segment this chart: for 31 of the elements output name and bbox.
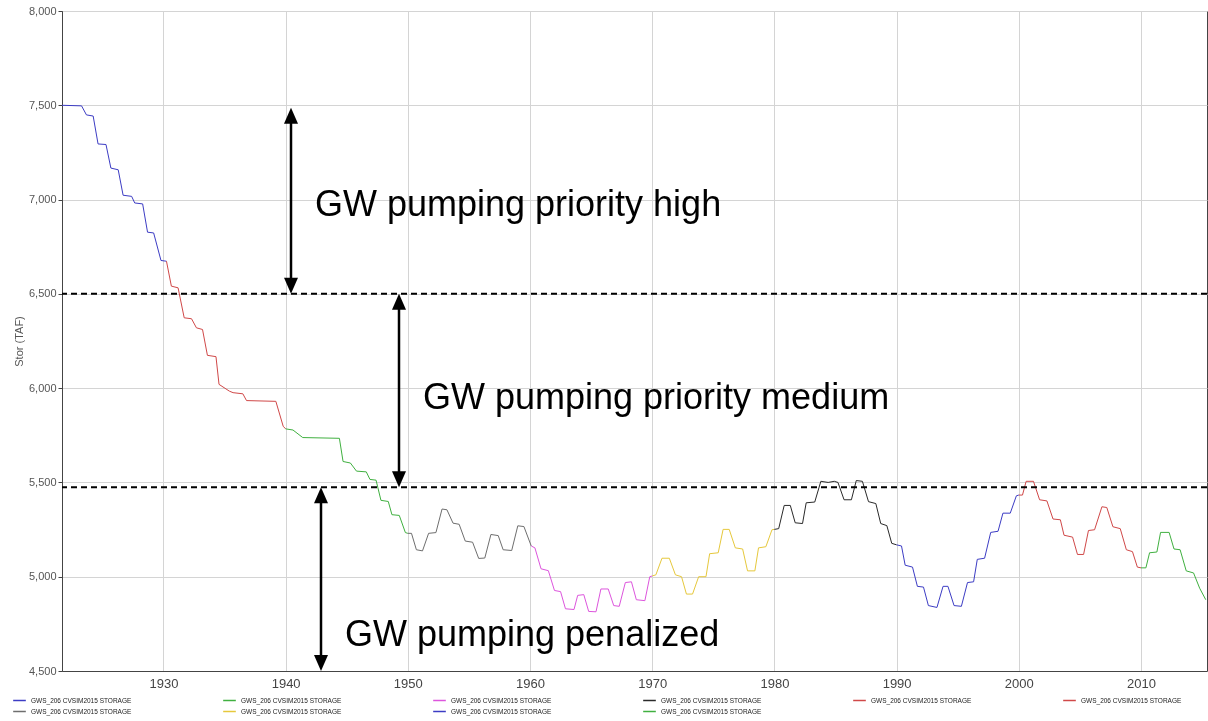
line-series	[530, 545, 653, 613]
annotation: GW pumping penalized	[345, 613, 720, 654]
x-tick-label: 1960	[516, 675, 545, 691]
x-tick-label: 2000	[1004, 675, 1034, 691]
line-series	[651, 528, 775, 595]
line-series	[285, 428, 409, 534]
x-tick-label: 1950	[393, 675, 423, 691]
y-tick-label: 8,000	[28, 4, 57, 17]
line-series	[1018, 480, 1142, 569]
line-series	[61, 104, 167, 262]
x-tick-label: 2010	[1127, 675, 1156, 691]
line-series	[407, 508, 532, 559]
x-tick-label: 1990	[882, 675, 912, 691]
line-series	[1140, 531, 1207, 601]
x-tick-label: 1970	[638, 675, 668, 691]
y-axis-title: Stor (TAF)	[12, 316, 25, 367]
y-tick-label: 7,000	[28, 193, 57, 206]
x-tick-label: 1930	[149, 675, 179, 691]
y-tick-label: 6,500	[28, 287, 57, 300]
y-tick-label: 7,500	[28, 98, 57, 111]
line-series	[896, 494, 1020, 608]
annotation: GW pumping priority medium	[423, 376, 890, 417]
x-tick-label: 1940	[271, 675, 301, 691]
line-series	[773, 480, 898, 546]
x-tick-label: 1980	[760, 675, 790, 691]
annotation: GW pumping priority high	[315, 183, 722, 224]
y-tick-label: 5,000	[28, 570, 57, 583]
line-series	[165, 260, 287, 430]
y-tick-label: 4,500	[28, 664, 57, 677]
y-tick-label: 5,500	[28, 475, 57, 488]
y-tick-label: 6,000	[28, 381, 57, 394]
